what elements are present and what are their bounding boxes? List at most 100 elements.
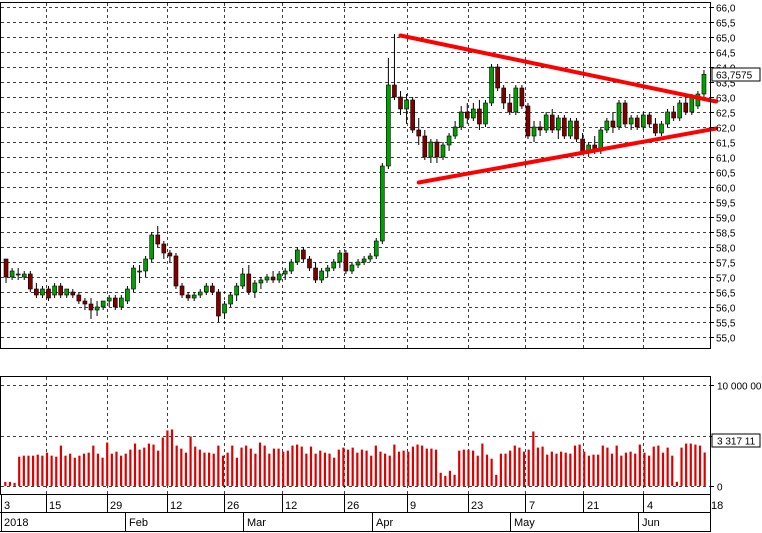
volume-bar (546, 454, 549, 486)
candle-body (131, 267, 136, 290)
last-price-box (711, 67, 761, 82)
day-label: 7 (529, 500, 535, 512)
volume-bar (671, 455, 674, 486)
price-tick-label: 66,0 (716, 4, 736, 15)
volume-bar (124, 453, 127, 486)
last-price-marker: 63,7575 (711, 67, 761, 82)
price-tick-label: 56,0 (716, 304, 736, 315)
candle-body (640, 114, 646, 128)
volume-bar (245, 445, 248, 486)
volume-bar (328, 453, 331, 486)
candle-body (568, 120, 573, 137)
volume-bar (689, 443, 692, 486)
volume-bar (147, 443, 150, 486)
volume-bar (82, 453, 86, 486)
price-tick-label: 60,5 (716, 169, 736, 180)
candle-body (282, 270, 288, 275)
candle-body (288, 261, 294, 272)
volume-bar (226, 452, 229, 486)
candle-body (331, 261, 337, 269)
volume-bar (504, 453, 507, 486)
candle-body (143, 258, 148, 272)
volume-bar (110, 453, 113, 486)
candle-body (574, 120, 579, 140)
volume-panel: 10 000 005 000 000 3 317 11 (0, 376, 762, 495)
volume-bar (254, 453, 257, 486)
candle-body (295, 249, 300, 263)
price-tick-label: 63,5 (716, 79, 736, 90)
day-label: 26 (347, 500, 359, 512)
day-label: 23 (471, 500, 483, 512)
volume-bar (597, 454, 600, 486)
volume-bar (675, 481, 678, 486)
price-tick-label: 55,0 (716, 334, 736, 345)
volume-bar (231, 445, 234, 486)
price-tick-label: 58,0 (716, 244, 736, 255)
volume-bar (583, 451, 586, 486)
candle-body (665, 111, 670, 125)
candle-body (179, 285, 185, 296)
day-label: 15 (49, 500, 61, 512)
candle-body (216, 291, 221, 317)
candle-body (125, 288, 130, 302)
volume-bar (235, 457, 238, 486)
month-label: Feb (129, 517, 148, 529)
candle-body (683, 102, 689, 113)
volume-bar (323, 452, 326, 486)
volume-bar (45, 452, 49, 486)
volume-bar (411, 446, 414, 486)
month-labels: 2018 Feb Mar Apr May Jun (1, 512, 660, 532)
candle-body (458, 111, 464, 128)
month-label: Apr (376, 517, 393, 529)
last-volume-box (711, 433, 761, 448)
price-tick-label: 61,0 (716, 154, 736, 165)
candle-body (100, 300, 106, 308)
candle-body (452, 126, 458, 137)
candle-body (270, 276, 276, 281)
candle-body (446, 135, 452, 146)
volume-bar (161, 437, 164, 486)
candle-body (653, 123, 658, 134)
volume-bar (634, 453, 637, 486)
volume-bar (527, 449, 530, 486)
candle-body (276, 273, 282, 281)
candle-body (464, 111, 470, 119)
candle-body (428, 141, 434, 158)
volume-bar (64, 455, 67, 486)
volume-bar (22, 455, 25, 486)
volume-bar (509, 450, 512, 486)
volume-bar (374, 445, 377, 486)
price-tick-label: 57,0 (716, 274, 736, 285)
candle-body (222, 303, 227, 314)
volume-bar (513, 445, 516, 486)
volume-bar (416, 444, 419, 486)
volume-bar (652, 446, 655, 486)
volume-bar (101, 457, 104, 486)
volume-tick-label: 10 000 00 (717, 382, 762, 393)
volume-bar (680, 447, 683, 486)
volume-bar (370, 455, 373, 486)
volume-bar (379, 451, 382, 486)
volume-bars (4, 429, 706, 486)
candle-body (149, 234, 154, 260)
candle-body (52, 285, 57, 296)
volume-bar (333, 457, 336, 486)
candle-body (112, 297, 118, 308)
candle-body (489, 66, 494, 104)
day-label: 26 (227, 500, 239, 512)
volume-bar (138, 449, 141, 486)
volume-tick-label: 0 (717, 483, 723, 494)
candle-body (76, 294, 82, 302)
volume-bar (615, 445, 618, 486)
volume-bar (277, 448, 280, 486)
volume-bar (472, 450, 475, 486)
volume-bar (425, 448, 428, 486)
volume-bar (458, 450, 461, 486)
day-label: 21 (587, 500, 599, 512)
volume-bar (643, 452, 646, 486)
volume-bar (560, 451, 563, 486)
volume-bar (217, 445, 220, 486)
price-tick-label: 62,0 (716, 124, 736, 135)
candle-body (647, 114, 652, 125)
volume-bar (4, 481, 7, 486)
